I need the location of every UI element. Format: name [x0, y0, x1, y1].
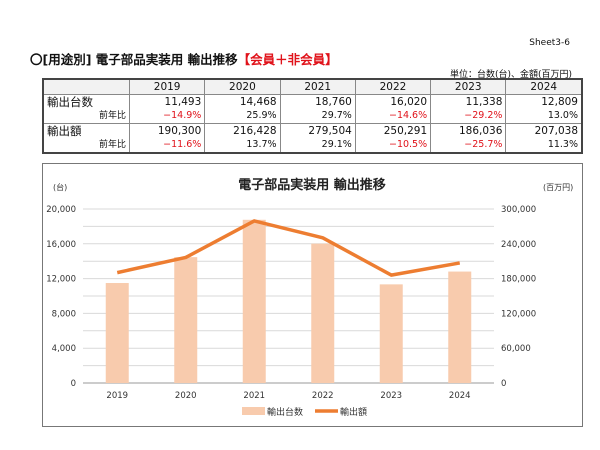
yoy-cell: −10.5%	[354, 138, 431, 153]
value-cell: 12,809	[505, 94, 582, 109]
table-row-units: 輸出台数 11,493 14,468 18,760 16,020 11,338 12,809	[43, 94, 582, 109]
value-cell: 16,020	[354, 94, 431, 109]
row-label: 輸出額	[43, 123, 130, 138]
yoy-cell: 13.0%	[505, 109, 582, 124]
bar-units	[379, 284, 403, 383]
yoy-cell: −11.6%	[128, 138, 205, 153]
table-row-value: 輸出額 190,300 216,428 279,504 250,291 186,036 20…	[43, 123, 582, 138]
yoy-cell: −14.9%	[128, 109, 205, 124]
sheet-label: Sheet3-6	[529, 38, 570, 48]
table-row-value-yoy: 前年比 −11.6% 13.7% 29.1% −10.5% −25.7% 11.3%	[43, 138, 582, 153]
yoy-cell: 29.7%	[279, 109, 356, 124]
x-tick-label: 2021	[243, 391, 265, 401]
left-tick-label: 12,000	[46, 275, 76, 285]
right-tick-label: 60,000	[501, 344, 531, 354]
value-cell: 11,493	[128, 94, 205, 109]
right-tick-label: 180,000	[501, 275, 536, 285]
page-title: 〇[用途別] 電子部品実装用 輸出推移【会員＋非会員】	[30, 49, 338, 68]
bar-units	[105, 283, 129, 383]
year-header: 2019	[128, 79, 205, 95]
left-axis-unit: (台)	[53, 182, 67, 192]
table-header-row: 2019 2020 2021 2022 2023 2024	[43, 79, 582, 95]
right-axis-unit: (百万円)	[543, 183, 573, 192]
value-cell: 207,038	[505, 123, 582, 138]
year-header: 2024	[505, 79, 582, 95]
chart-title: 電子部品実装用 輸出推移	[238, 177, 386, 193]
x-tick-label: 2023	[380, 391, 402, 401]
bar-units	[448, 271, 472, 383]
left-tick-label: 0	[71, 379, 76, 389]
legend-bar-swatch	[242, 407, 265, 415]
title-main: 〇[用途別] 電子部品実装用 輸出推移	[30, 52, 238, 67]
x-tick-label: 2024	[449, 391, 471, 401]
right-tick-label: 240,000	[501, 240, 536, 250]
left-tick-label: 16,000	[46, 240, 76, 250]
left-tick-label: 4,000	[52, 344, 76, 354]
yoy-cell: −25.7%	[430, 138, 506, 153]
header-blank	[43, 79, 130, 95]
bar-units	[311, 243, 335, 383]
year-header: 2020	[204, 79, 281, 95]
legend-label-units: 輸出台数	[267, 406, 303, 418]
x-tick-label: 2022	[312, 391, 334, 401]
chart-container: 電子部品実装用 輸出推移 (台) (百万円) 0 4,000 8,000 12,000 16,…	[42, 163, 583, 427]
yoy-cell: 25.9%	[204, 109, 281, 124]
combo-chart: 電子部品実装用 輸出推移 (台) (百万円) 0 4,000 8,000 12,000 16,…	[46, 177, 573, 418]
value-cell: 186,036	[430, 123, 506, 138]
row-label: 前年比	[98, 140, 126, 150]
row-label: 輸出台数	[47, 95, 93, 109]
bar-units	[174, 257, 198, 383]
yoy-cell: −29.2%	[430, 109, 506, 124]
left-tick-label: 8,000	[52, 309, 76, 319]
yoy-cell: 11.3%	[505, 138, 582, 153]
x-tick-label: 2020	[175, 391, 197, 401]
year-header: 2023	[430, 79, 506, 95]
legend-label-value: 輸出額	[340, 406, 367, 418]
table-row-units-yoy: 前年比 −14.9% 25.9% 29.7% −14.6% −29.2% 13.0%	[43, 109, 582, 124]
yoy-cell: 29.1%	[279, 138, 356, 153]
value-cell: 190,300	[128, 123, 205, 138]
row-label: 前年比	[98, 111, 126, 121]
title-members: 【会員＋非会員】	[237, 52, 338, 67]
value-cell: 14,468	[204, 94, 281, 109]
value-cell: 250,291	[354, 123, 431, 138]
year-header: 2022	[354, 79, 431, 95]
value-cell: 216,428	[204, 123, 281, 138]
left-tick-label: 20,000	[46, 205, 76, 215]
value-cell: 18,760	[279, 94, 356, 109]
right-tick-label: 0	[501, 379, 506, 389]
x-tick-label: 2019	[106, 391, 128, 401]
unit-note: 単位：台数(台)、金額(百万円)	[449, 70, 572, 80]
right-tick-label: 120,000	[501, 309, 536, 319]
value-cell: 11,338	[430, 94, 506, 109]
year-header: 2021	[279, 79, 356, 95]
bar-units	[242, 219, 266, 383]
yoy-cell: 13.7%	[204, 138, 281, 153]
export-table: 2019 2020 2021 2022 2023 2024 輸出台数 11,493…	[42, 78, 583, 154]
line-value	[116, 219, 461, 277]
value-cell: 279,504	[279, 123, 356, 138]
yoy-cell: −14.6%	[354, 109, 431, 124]
right-tick-label: 300,000	[501, 205, 536, 215]
